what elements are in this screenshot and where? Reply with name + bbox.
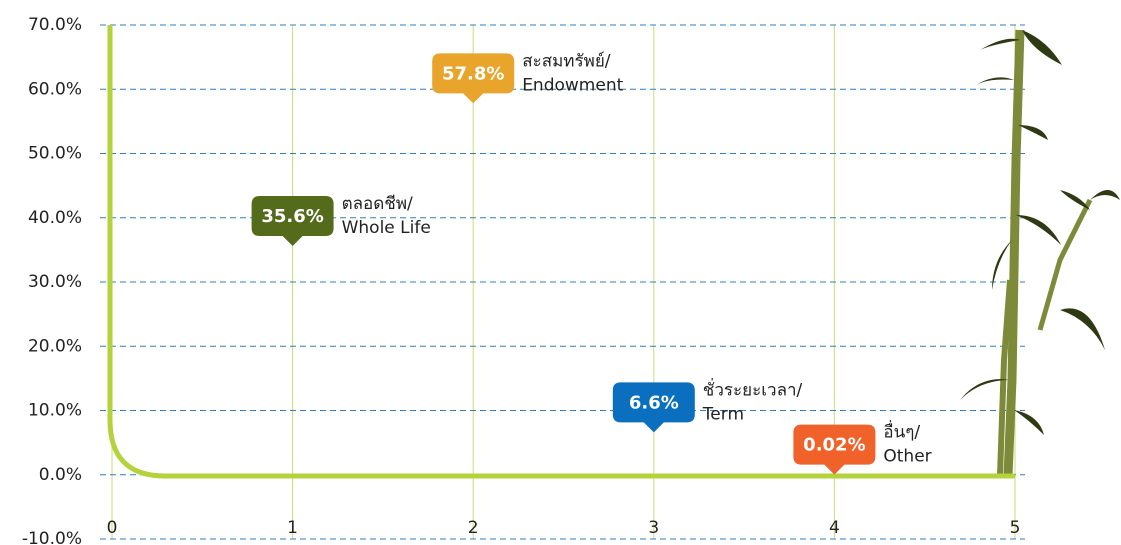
point-label: Endowment — [522, 75, 623, 95]
y-tick-label: 40.0% — [28, 208, 82, 228]
point-label: ตลอดชีพ/ — [342, 194, 413, 214]
y-tick-label: 10.0% — [28, 401, 82, 421]
chart: 0 1 2 3 4 5 -10.0% 0.0% 10.0% 20.0% 30.0% 40.0% 50.0… — [0, 0, 1121, 545]
point-label: Term — [702, 404, 744, 424]
y-tick-label: 60.0% — [28, 79, 82, 99]
y-tick-label: 70.0% — [28, 15, 82, 35]
value-label: 6.6% — [629, 392, 679, 413]
y-tick-label: 0.0% — [39, 465, 82, 485]
point-label: ชั่วระยะเวลา/ — [703, 377, 803, 400]
value-label: 57.8% — [442, 63, 504, 84]
x-tick-label: 4 — [829, 518, 840, 538]
y-tick-label: 30.0% — [28, 272, 82, 292]
point-label: สะสมทรัพย์/ — [522, 51, 611, 71]
x-tick-label: 2 — [468, 518, 479, 538]
y-tick-label: -10.0% — [22, 529, 82, 545]
point-label: อื่นๆ/ — [883, 420, 920, 443]
point-label: Other — [883, 447, 931, 467]
x-tick-label: 5 — [1010, 518, 1021, 538]
y-tick-label: 50.0% — [28, 144, 82, 164]
y-tick-label: 20.0% — [28, 336, 82, 356]
x-tick-label: 0 — [107, 518, 118, 538]
value-label: 0.02% — [803, 435, 865, 456]
x-tick-label: 1 — [287, 518, 298, 538]
value-label: 35.6% — [261, 206, 323, 227]
point-label: Whole Life — [342, 218, 431, 238]
x-tick-label: 3 — [648, 518, 659, 538]
bamboo-decoration — [960, 30, 1120, 476]
